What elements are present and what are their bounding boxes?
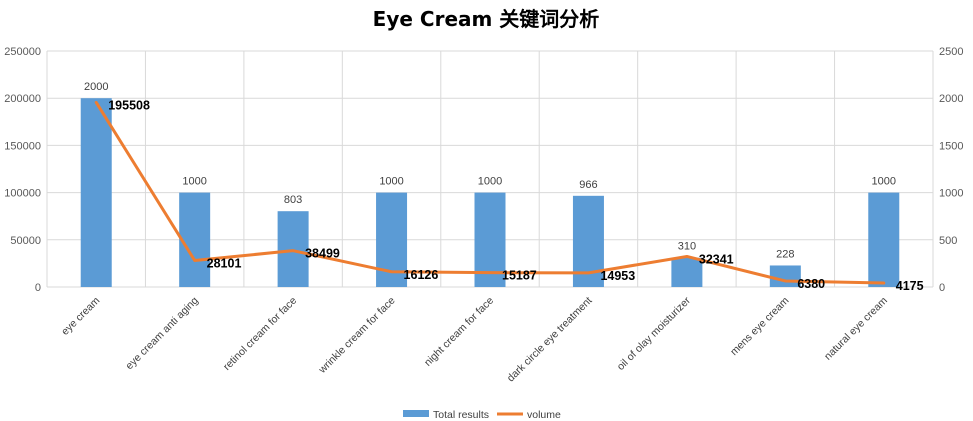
bar-oil-of-olay-moisturizer — [671, 257, 703, 287]
volume-value-label: 32341 — [699, 252, 734, 266]
y-left-tick-label: 50000 — [10, 235, 41, 247]
bar-value-label: 1000 — [379, 176, 403, 188]
x-category-label: oil of olay moisturizer — [615, 294, 694, 373]
x-category-label: wrinkle cream for face — [316, 295, 398, 377]
bar-eye-cream — [80, 98, 112, 287]
y-right-tick-label: 2000 — [939, 93, 963, 105]
volume-value-label: 28101 — [207, 256, 242, 270]
volume-value-label: 195508 — [108, 98, 150, 112]
line-data-labels: 195508 28101 38499 16126 15187 14953 32341 6380… — [108, 98, 923, 293]
volume-value-label: 4175 — [896, 279, 924, 293]
volume-value-label: 16126 — [404, 268, 439, 282]
right-y-axis: 0 500 1000 1500 2000 2500 — [939, 46, 963, 294]
bar-value-label: 2000 — [84, 81, 108, 93]
bar-value-label: 1000 — [182, 176, 206, 188]
y-right-tick-label: 1500 — [939, 140, 963, 152]
bar-data-labels: 2000 1000 803 1000 1000 966 310 228 1000 — [84, 81, 896, 260]
x-category-label: eye cream anti aging — [123, 295, 201, 373]
volume-value-label: 6380 — [797, 277, 825, 291]
y-left-tick-label: 100000 — [4, 188, 41, 200]
y-right-tick-label: 500 — [939, 235, 957, 247]
x-category-label: night cream for face — [422, 295, 496, 369]
bar-retinol-cream-for-face — [277, 211, 309, 287]
legend: Total results volume — [403, 409, 561, 421]
bar-value-label: 803 — [284, 194, 302, 206]
bar-value-label: 966 — [579, 179, 597, 191]
bar-eye-cream-anti-aging — [179, 192, 211, 287]
volume-value-label: 38499 — [305, 247, 340, 261]
x-category-label: retinol cream for face — [221, 295, 299, 373]
volume-value-label: 14953 — [600, 269, 635, 283]
x-axis-categories: eye cream eye cream anti aging retinol cre… — [59, 294, 890, 384]
y-right-tick-label: 2500 — [939, 46, 963, 58]
x-category-label: mens eye cream — [728, 294, 792, 358]
legend-label-total-results: Total results — [433, 409, 489, 421]
y-left-tick-label: 150000 — [4, 140, 41, 152]
bar-natural-eye-cream — [868, 192, 900, 287]
y-left-tick-label: 0 — [35, 282, 41, 294]
bar-mens-eye-cream — [769, 265, 801, 287]
chart-title: Eye Cream 关键词分析 — [373, 7, 600, 31]
bar-value-label: 228 — [776, 248, 794, 260]
bar-value-label: 1000 — [872, 176, 896, 188]
bar-value-label: 310 — [678, 241, 696, 253]
y-left-tick-label: 250000 — [4, 46, 41, 58]
y-right-tick-label: 0 — [939, 282, 945, 294]
y-right-tick-label: 1000 — [939, 188, 963, 200]
legend-label-volume: volume — [527, 409, 561, 421]
x-category-label: natural eye cream — [822, 294, 890, 362]
y-left-tick-label: 200000 — [4, 93, 41, 105]
legend-swatch-total-results — [403, 410, 429, 417]
left-y-axis: 0 50000 100000 150000 200000 250000 — [4, 46, 41, 294]
x-category-label: eye cream — [59, 294, 102, 337]
bar-value-label: 1000 — [478, 176, 502, 188]
x-category-label: dark circle eye treatment — [505, 295, 595, 385]
volume-line — [94, 100, 886, 285]
volume-value-label: 15187 — [502, 269, 537, 283]
line-volume — [94, 100, 886, 285]
